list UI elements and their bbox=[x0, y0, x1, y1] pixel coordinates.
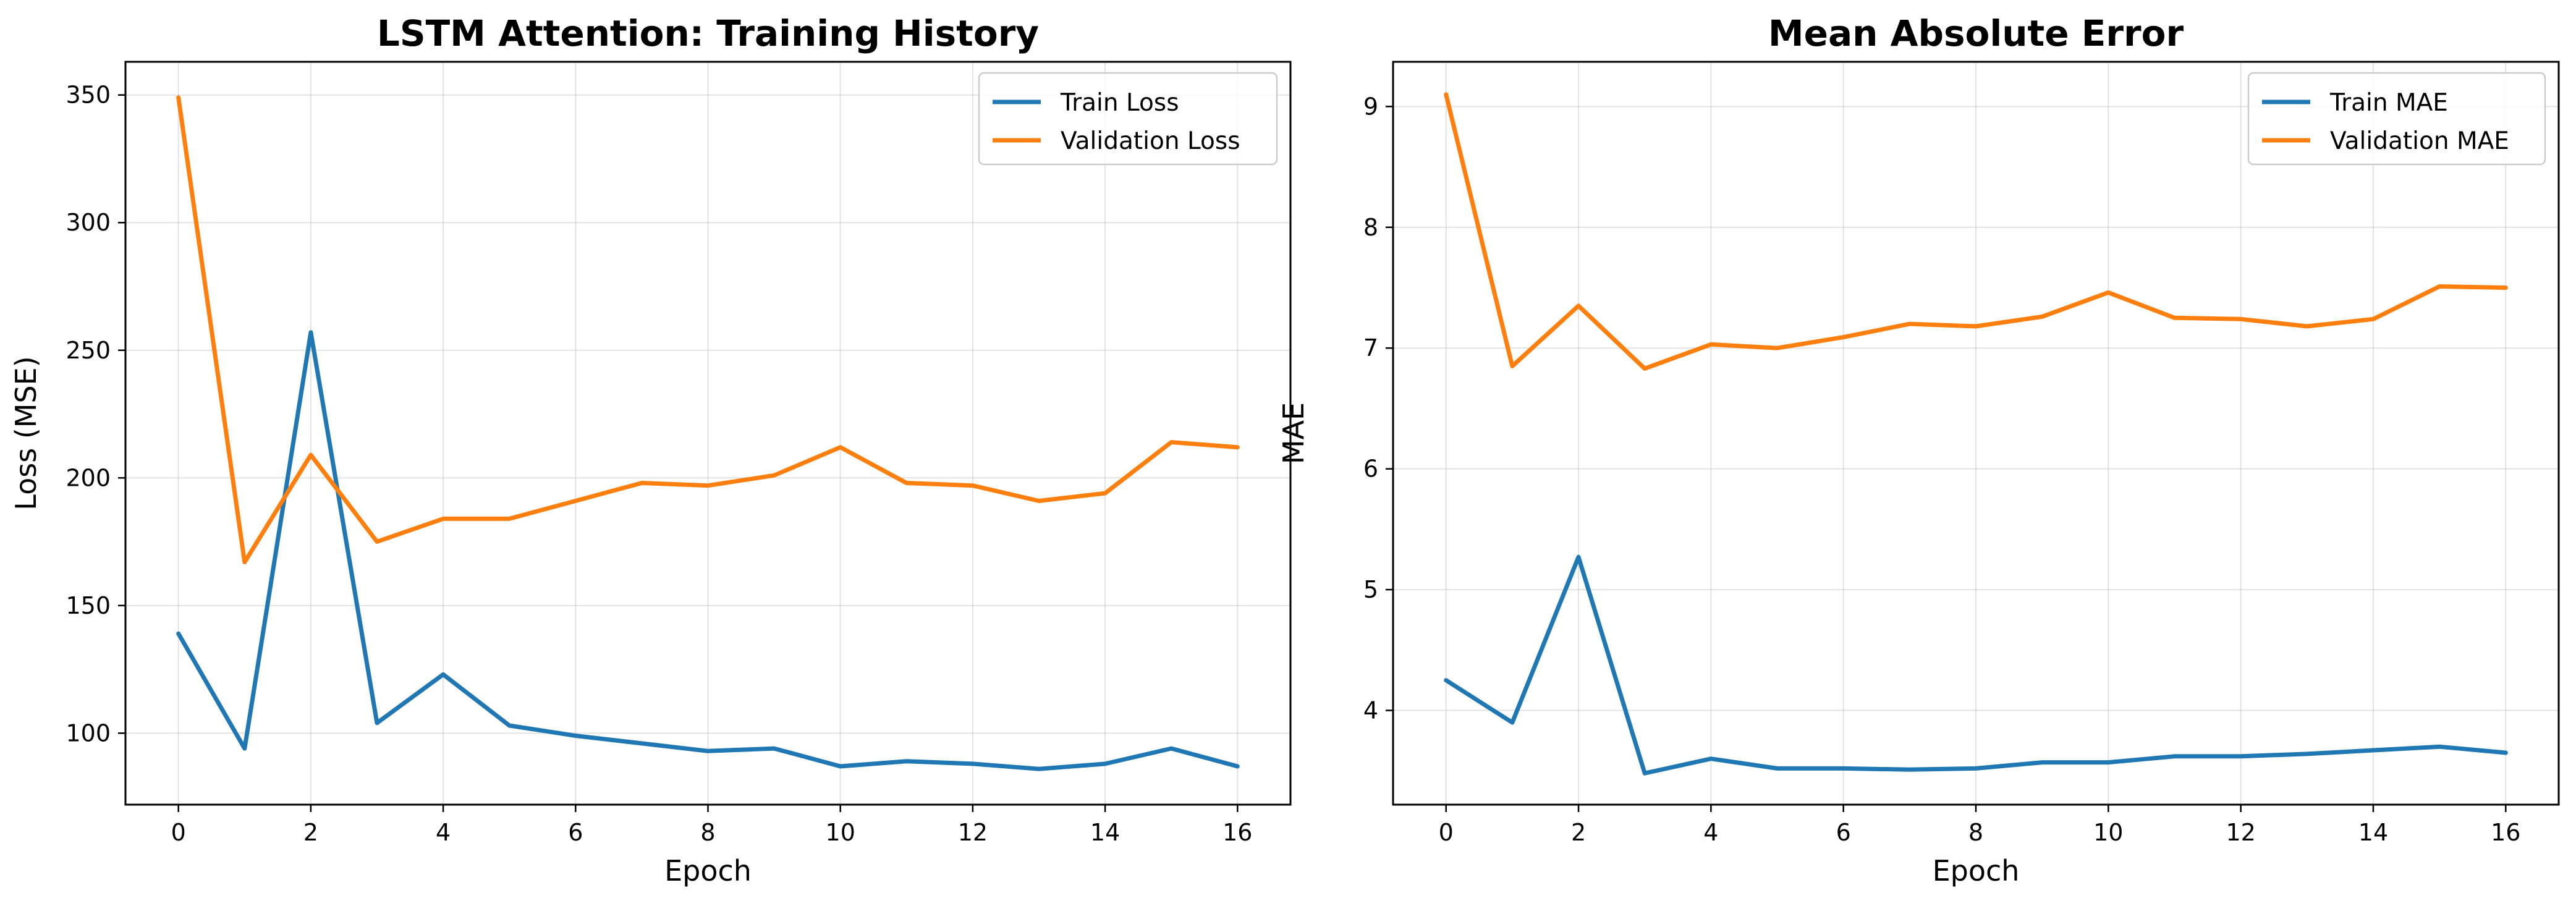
mae-chart-y-tick-label: 7 bbox=[1363, 334, 1378, 362]
mae-chart-y-tick-label: 8 bbox=[1363, 214, 1378, 241]
loss-chart-x-tick-label: 0 bbox=[171, 819, 186, 846]
mae-chart-x-tick-label: 8 bbox=[1968, 819, 1983, 846]
mae-chart-legend-label-validation: Validation MAE bbox=[2330, 127, 2509, 155]
mae-chart-y-axis-label: MAE bbox=[1277, 402, 1310, 464]
loss-chart-panel: 0 2 4 6 8 10 12 14 16 100 150 200 250 300 350 LSTM Atte… bbox=[9, 12, 1292, 887]
loss-chart-y-tick-label: 350 bbox=[66, 82, 111, 109]
mae-chart-x-tick-label: 2 bbox=[1571, 819, 1586, 846]
loss-chart-title: LSTM Attention: Training History bbox=[377, 12, 1039, 54]
loss-chart-x-tick-label: 8 bbox=[700, 819, 715, 846]
loss-chart-x-tick-label: 4 bbox=[436, 819, 451, 846]
mae-chart-grid bbox=[1393, 62, 2559, 805]
loss-chart-x-tick-label: 2 bbox=[303, 819, 318, 846]
mae-chart-x-tick-label: 12 bbox=[2226, 819, 2255, 846]
loss-chart-x-axis-label: Epoch bbox=[664, 854, 752, 887]
mae-chart-title: Mean Absolute Error bbox=[1768, 12, 2184, 54]
mae-chart-x-tick-label: 4 bbox=[1703, 819, 1718, 846]
loss-chart-x-tick-label: 14 bbox=[1090, 819, 1120, 846]
loss-chart-y-tick-label: 100 bbox=[66, 719, 111, 747]
loss-chart-legend-label-train: Train Loss bbox=[1060, 89, 1179, 117]
loss-chart-y-tick-label: 200 bbox=[66, 464, 111, 491]
loss-chart-y-axis-label: Loss (MSE) bbox=[9, 356, 43, 510]
loss-chart-y-tick-label: 300 bbox=[66, 209, 111, 236]
mae-chart-series-validation-line bbox=[1444, 92, 2508, 371]
loss-chart-x-tick-label: 6 bbox=[568, 819, 583, 846]
loss-chart-x-tick-label: 12 bbox=[958, 819, 988, 846]
loss-chart-series-train-line bbox=[176, 330, 1240, 771]
mae-chart-legend: Train MAE Validation MAE bbox=[2247, 72, 2546, 166]
mae-chart-y-tick-label: 5 bbox=[1363, 576, 1378, 603]
loss-chart-y-tick-label: 150 bbox=[66, 592, 111, 619]
mae-chart-y-tick-label: 6 bbox=[1363, 455, 1378, 483]
mae-chart-panel: 0 2 4 6 8 10 12 14 16 4 5 6 7 8 9 Mean Absolute Error Ep… bbox=[1277, 12, 2560, 887]
mae-chart-x-tick-label: 6 bbox=[1836, 819, 1851, 846]
loss-chart-grid bbox=[125, 62, 1290, 805]
mae-chart-x-tick-label: 16 bbox=[2491, 819, 2520, 846]
loss-chart-series-validation-line bbox=[176, 95, 1240, 565]
loss-chart-legend-label-validation: Validation Loss bbox=[1061, 127, 1240, 155]
loss-chart-y-tick-label: 250 bbox=[66, 337, 111, 364]
mae-chart-y-tick-label: 4 bbox=[1363, 697, 1378, 724]
mae-chart-series-train-line bbox=[1444, 554, 2508, 776]
loss-chart-x-tick-label: 10 bbox=[826, 819, 855, 846]
loss-chart-legend-box bbox=[978, 72, 1278, 166]
mae-chart-x-tick-label: 0 bbox=[1439, 819, 1454, 846]
mae-chart-legend-label-train: Train MAE bbox=[2329, 89, 2448, 117]
mae-chart-y-tick-label: 9 bbox=[1363, 93, 1378, 120]
mae-chart-x-tick-label: 14 bbox=[2358, 819, 2388, 846]
mae-chart-x-axis-label: Epoch bbox=[1933, 854, 2020, 887]
mae-chart-x-tick-label: 10 bbox=[2093, 819, 2123, 846]
mae-chart-legend-box bbox=[2247, 72, 2546, 166]
loss-chart-legend: Train Loss Validation Loss bbox=[978, 72, 1278, 166]
loss-chart-x-tick-label: 16 bbox=[1222, 819, 1252, 846]
